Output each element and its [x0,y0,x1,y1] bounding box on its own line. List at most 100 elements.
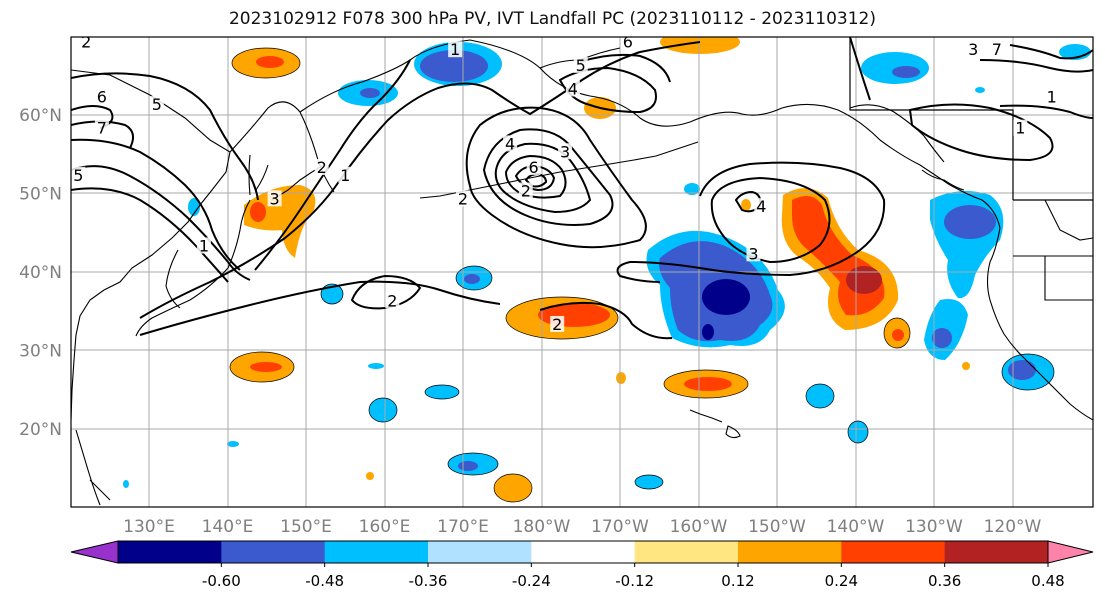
contour-label-bg [754,198,769,215]
colorbar-segment [634,541,739,563]
colorbar-tick-label: 0.12 [721,572,754,590]
colorbar: -0.60 -0.48 -0.36 -0.24 -0.12 0.12 0.24 0.36 0.4… [70,540,1094,590]
map-frame [70,36,1094,508]
colorbar-tick-label: 0.48 [1031,572,1064,590]
colorbar-extend-high [1047,540,1094,564]
contour-label-bg [71,166,86,183]
colorbar-tick-label: 0.24 [825,572,858,590]
contour-label: 2 [552,315,562,334]
contour-label-bg [338,166,353,183]
contour-label-bg [314,158,329,175]
contour-label: 2 [387,291,397,310]
contour-label: 1 [199,236,209,255]
longitude-label: 180°W [513,517,571,537]
latitude-label: 40°N [19,263,62,283]
contour-label-bg [149,96,164,113]
contour-label-bg [550,315,565,332]
contour-label-bg [79,37,94,50]
contour-label-bg [558,143,573,160]
contour-label: 1 [450,40,460,59]
colorbar-segment [221,541,326,563]
contour-label-bg [503,135,518,152]
colorbar-tick-label: -0.24 [512,572,551,590]
longitude-label: 170°E [437,517,489,537]
longitude-label: 140°W [827,517,885,537]
contour-label-bg [966,41,981,58]
contour-label-bg [573,56,588,73]
contour-label: 2 [81,32,91,51]
contour-label-bg [1044,88,1059,105]
longitude-label: 120°W [984,517,1042,537]
ivt-shading [123,37,1091,502]
contour-label: 3 [748,244,758,263]
latitude-label: 50°N [19,185,62,205]
latitude-label: 30°N [19,342,62,362]
contour-label: 6 [623,32,633,51]
map-title: 2023102912 F078 300 hPa PV, IVT Landfall… [228,9,876,29]
longitude-label: 160°W [670,517,728,537]
contour-label: 5 [73,166,83,185]
longitude-label: 170°W [591,517,649,537]
colorbar-tick-label: -0.48 [305,572,344,590]
longitude-labels: 130°E 140°E 150°E 160°E 170°E 180°W 170°W 160°W… [123,517,1041,537]
colorbar-segment [324,541,429,563]
contour-label-bg [526,158,541,175]
longitude-label: 130°E [123,517,175,537]
contour-label: 2 [458,189,468,208]
contour-label-bg [385,292,400,309]
colorbar-extend-low [70,540,119,564]
contour-label: 3 [270,189,280,208]
contour-label: 6 [97,87,107,106]
latitude-label: 60°N [19,106,62,126]
contour-label: 1 [1015,119,1025,138]
latitude-label: 20°N [19,420,62,440]
contour-label-bg [456,190,470,207]
contour-label-bg [94,119,109,136]
contour-label: 5 [152,95,162,114]
contour-label-bg [448,41,463,58]
contour-label: 4 [505,134,515,153]
colorbar-tick-label: 0.36 [928,572,961,590]
contour-label: 5 [576,56,586,75]
contour-label-bg [746,245,761,262]
contour-label: 7 [992,40,1002,59]
contour-label-bg [518,182,533,199]
coastlines [71,37,1093,506]
contour-label: 4 [756,197,766,216]
contour-label-bg [196,237,211,254]
contour-label: 1 [1047,87,1057,106]
longitude-label: 160°E [359,517,411,537]
colorbar-tick-label: -0.36 [409,572,448,590]
colorbar-segment [944,541,1049,563]
contour-label: 3 [560,142,570,161]
pv-contours [71,37,1093,340]
contour-label: 6 [529,158,539,177]
contour-label-bg [989,41,1004,58]
contour-label-bg [565,80,580,97]
contour-label-bg [620,37,635,50]
colorbar-segment [531,541,636,563]
contour-label-bg [94,88,109,105]
colorbar-segment [428,541,532,563]
contour-label-bg [267,190,282,207]
longitude-label: 130°W [905,517,963,537]
contour-label: 7 [97,119,107,138]
lat-lon-grid [71,37,1093,507]
contour-label-bg [1013,119,1028,136]
contour-label: 2 [521,182,531,201]
longitude-label: 150°W [748,517,806,537]
contour-label: 3 [968,40,978,59]
latitude-labels: 60°N 50°N 40°N 30°N 20°N [19,106,62,440]
colorbar-frame [117,540,1049,564]
shading-outlines [229,47,1055,503]
colorbar-tick-label: -0.60 [202,572,241,590]
colorbar-tick-label: -0.12 [615,572,654,590]
contour-label: 1 [340,166,350,185]
colorbar-segment [118,541,222,563]
colorbar-segment [841,541,946,563]
colorbar-segment [738,541,842,563]
contour-label: 4 [568,79,578,98]
longitude-label: 150°E [280,517,332,537]
